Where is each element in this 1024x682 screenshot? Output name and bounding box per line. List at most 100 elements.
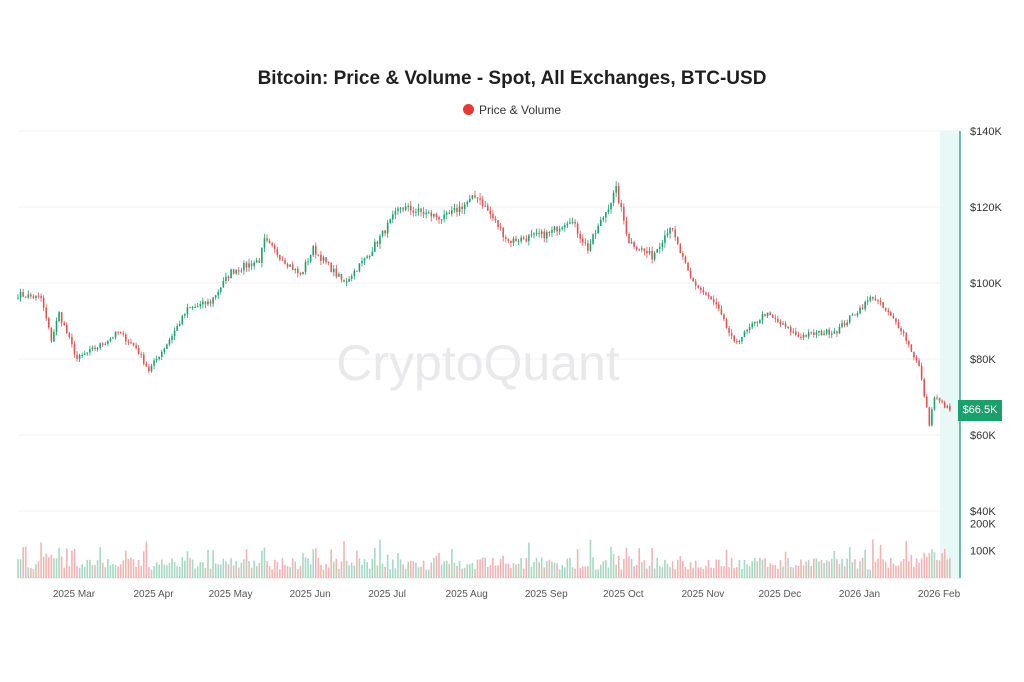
candle-body[interactable] [779, 321, 782, 325]
candle-body[interactable] [915, 357, 918, 361]
candle-body[interactable] [797, 334, 800, 337]
candle-body[interactable] [882, 302, 884, 308]
candle-body[interactable] [890, 312, 892, 316]
candle-body[interactable] [543, 231, 546, 239]
candle-body[interactable] [350, 276, 353, 280]
candle-body[interactable] [451, 210, 453, 214]
candle-body[interactable] [633, 242, 635, 248]
candle-body[interactable] [802, 334, 805, 338]
candle-body[interactable] [109, 338, 112, 342]
candle-body[interactable] [884, 307, 887, 311]
candle-body[interactable] [864, 301, 866, 310]
candle-body[interactable] [399, 207, 402, 209]
candle-body[interactable] [32, 296, 35, 299]
candle-body[interactable] [253, 262, 255, 266]
candle-body[interactable] [76, 354, 78, 359]
candle-body[interactable] [700, 287, 702, 290]
candle-body[interactable] [823, 333, 825, 336]
candle-body[interactable] [648, 251, 651, 254]
candle-body[interactable] [317, 254, 320, 256]
candle-body[interactable] [453, 207, 456, 211]
candle-body[interactable] [612, 192, 615, 203]
candle-body[interactable] [199, 304, 202, 307]
candle-body[interactable] [553, 226, 556, 230]
candle-body[interactable] [386, 222, 389, 234]
candle-body[interactable] [866, 300, 869, 302]
candle-body[interactable] [805, 334, 807, 337]
candle-body[interactable] [348, 279, 350, 282]
candle-body[interactable] [237, 270, 240, 272]
candle-body[interactable] [458, 206, 461, 213]
candle-body[interactable] [181, 315, 184, 325]
candle-body[interactable] [838, 326, 841, 334]
candle-body[interactable] [284, 260, 286, 264]
candle-body[interactable] [630, 242, 633, 244]
candle-body[interactable] [435, 213, 438, 218]
candle-body[interactable] [338, 274, 340, 277]
candle-body[interactable] [530, 234, 533, 236]
candle-body[interactable] [273, 245, 276, 250]
candle-body[interactable] [497, 220, 499, 228]
candle-body[interactable] [687, 262, 689, 271]
candle-body[interactable] [851, 314, 854, 316]
candle-body[interactable] [833, 331, 836, 334]
candle-body[interactable] [653, 252, 656, 260]
candle-body[interactable] [689, 270, 692, 279]
candle-body[interactable] [638, 249, 641, 251]
candle-body[interactable] [615, 185, 617, 193]
candle-body[interactable] [510, 240, 512, 243]
candle-body[interactable] [605, 211, 607, 218]
candle-body[interactable] [656, 249, 659, 253]
candle-body[interactable] [571, 221, 574, 223]
candle-body[interactable] [551, 229, 553, 233]
candle-body[interactable] [37, 295, 40, 297]
candle-body[interactable] [625, 220, 628, 234]
candle-body[interactable] [279, 255, 281, 260]
candle-body[interactable] [538, 232, 540, 235]
candle-body[interactable] [846, 322, 848, 326]
candle-body[interactable] [589, 243, 592, 251]
candle-body[interactable] [566, 223, 569, 226]
candle-body[interactable] [692, 278, 694, 282]
candle-body[interactable] [584, 242, 587, 244]
candle-body[interactable] [112, 337, 114, 339]
candle-body[interactable] [53, 331, 55, 342]
candle-body[interactable] [923, 379, 925, 397]
candle-body[interactable] [312, 245, 315, 256]
candle-body[interactable] [576, 223, 579, 234]
candle-body[interactable] [196, 306, 199, 308]
candle-body[interactable] [150, 365, 153, 372]
candle-body[interactable] [189, 307, 191, 309]
candle-body[interactable] [184, 314, 186, 316]
candle-body[interactable] [160, 351, 163, 358]
candle-body[interactable] [705, 292, 707, 295]
candle-body[interactable] [299, 273, 302, 275]
candle-body[interactable] [71, 336, 73, 345]
candle-body[interactable] [271, 243, 273, 246]
candle-body[interactable] [707, 294, 710, 297]
candle-body[interactable] [117, 331, 119, 333]
candle-body[interactable] [694, 281, 697, 286]
candle-body[interactable] [635, 247, 638, 250]
candle-body[interactable] [628, 233, 630, 244]
candle-body[interactable] [30, 294, 32, 297]
candle-body[interactable] [132, 342, 135, 346]
candle-body[interactable] [19, 292, 22, 298]
candle-body[interactable] [60, 312, 63, 323]
candle-body[interactable] [209, 301, 212, 304]
candle-body[interactable] [528, 235, 530, 242]
candle-body[interactable] [322, 257, 325, 261]
candle-body[interactable] [230, 269, 232, 279]
candle-body[interactable] [910, 344, 913, 352]
candle-body[interactable] [27, 294, 30, 298]
candle-body[interactable] [597, 226, 599, 234]
candle-body[interactable] [142, 354, 145, 364]
candle-body[interactable] [756, 321, 759, 323]
candle-body[interactable] [949, 406, 951, 411]
candle-body[interactable] [651, 251, 653, 260]
candle-body[interactable] [507, 238, 510, 241]
candle-body[interactable] [50, 327, 53, 342]
candle-body[interactable] [664, 235, 666, 243]
candle-body[interactable] [825, 329, 828, 334]
